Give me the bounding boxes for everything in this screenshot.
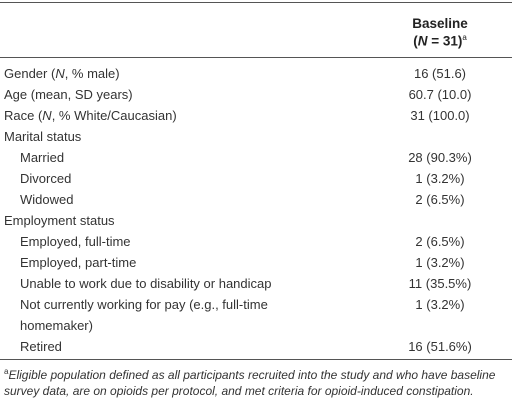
row-value: 2 (6.5%) — [415, 192, 465, 207]
top-rule — [0, 2, 512, 3]
text: N — [417, 33, 428, 49]
row-label: Employed, part-time — [20, 252, 288, 273]
row-value: 1 (3.2%) — [415, 171, 465, 186]
row-value: 11 (35.5%) — [408, 276, 472, 291]
row-label: Race (N, % White/Caucasian) — [4, 105, 304, 126]
text: , % White/Caucasian) — [51, 108, 177, 123]
text: Employment status — [4, 213, 115, 228]
note-marker: a — [462, 33, 467, 42]
row-value: 16 (51.6) — [413, 66, 467, 81]
column-subtitle: (N = 31)a — [380, 33, 500, 49]
row-value: 1 (3.2%) — [415, 255, 465, 270]
row-value: 2 (6.5%) — [415, 234, 465, 249]
row-label: Divorced — [20, 168, 288, 189]
note-marker: a — [4, 367, 9, 376]
column-title: Baseline — [412, 16, 468, 31]
row-label: Widowed — [20, 189, 288, 210]
header-rule — [0, 57, 512, 58]
row-value: 16 (51.6%) — [408, 339, 472, 354]
text: , % male) — [64, 66, 120, 81]
text: Widowed — [20, 192, 74, 207]
row-label: Employed, full-time — [20, 231, 288, 252]
footnote-text: Eligible population defined as all parti… — [4, 368, 496, 398]
text: Employed, part-time — [20, 255, 137, 270]
row-label: Married — [20, 147, 288, 168]
text: Not currently working for pay (e.g., ful… — [20, 297, 268, 333]
text: Divorced — [20, 171, 72, 186]
row-value: 60.7 (10.0) — [408, 87, 472, 102]
text: Gender ( — [4, 66, 56, 81]
text: Married — [20, 150, 65, 165]
text: N — [55, 66, 65, 81]
text: = 31) — [427, 33, 463, 49]
row-label: Unable to work due to disability or hand… — [20, 273, 288, 294]
text: Race ( — [4, 108, 43, 123]
text: ( — [413, 33, 418, 49]
text: Employed, full-time — [20, 234, 131, 249]
text: Retired — [20, 339, 62, 354]
row-value: 31 (100.0) — [410, 108, 470, 123]
row-value: 1 (3.2%) — [415, 297, 465, 312]
row-label: Retired — [20, 336, 288, 357]
row-label: Age (mean, SD years) — [4, 84, 304, 105]
row-label: Marital status — [4, 126, 304, 147]
row-label: Gender (N, % male) — [4, 63, 304, 84]
text: Age (mean, SD years) — [4, 87, 133, 102]
row-value: 28 (90.3%) — [408, 150, 472, 165]
row-label: Employment status — [4, 210, 304, 231]
bottom-rule — [0, 359, 512, 360]
row-label: Not currently working for pay (e.g., ful… — [20, 294, 288, 336]
text: Marital status — [4, 129, 82, 144]
text: Unable to work due to disability or hand… — [20, 276, 272, 291]
footnote: aEligible population defined as all part… — [4, 364, 504, 399]
text: N — [42, 108, 52, 123]
